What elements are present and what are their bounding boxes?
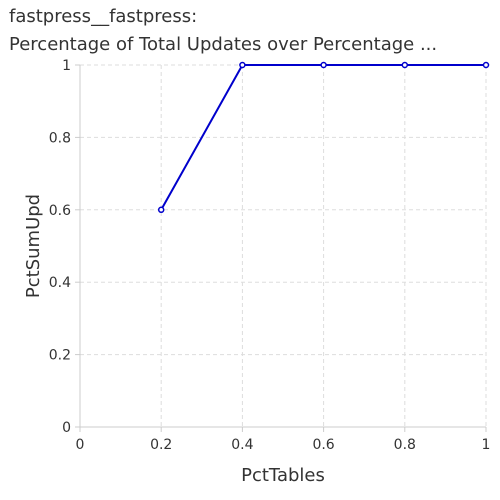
x-tick-label: 0 <box>76 437 85 453</box>
x-tick-label: 0.2 <box>150 437 172 453</box>
y-tick-label: 0.2 <box>49 348 71 364</box>
y-tick-label: 1 <box>62 58 71 74</box>
data-point <box>240 63 245 68</box>
y-tick-label: 0.8 <box>49 130 71 146</box>
y-tick-label: 0 <box>62 420 71 436</box>
y-tick-label: 0.4 <box>49 275 71 291</box>
y-tick-label: 0.6 <box>49 203 71 219</box>
x-axis-label: PctTables <box>241 465 325 486</box>
axes <box>75 65 486 432</box>
data-point <box>159 207 164 212</box>
data-point <box>321 63 326 68</box>
x-tick-label: 0.6 <box>312 437 334 453</box>
x-tick-labels: 0 0.2 0.4 0.6 0.8 1 <box>76 437 491 453</box>
x-tick-label: 0.8 <box>394 437 416 453</box>
data-point <box>484 63 489 68</box>
data-point <box>402 63 407 68</box>
y-tick-labels: 0 0.2 0.4 0.6 0.8 1 <box>49 58 71 436</box>
x-tick-label: 0.4 <box>231 437 253 453</box>
y-axis-label: PctSumUpd <box>23 194 44 298</box>
grid-lines <box>80 65 486 427</box>
x-tick-label: 1 <box>482 437 491 453</box>
